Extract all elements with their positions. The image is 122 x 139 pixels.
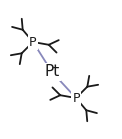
Text: P: P xyxy=(29,35,37,49)
Text: P: P xyxy=(72,91,80,105)
Text: Pt: Pt xyxy=(44,64,60,80)
